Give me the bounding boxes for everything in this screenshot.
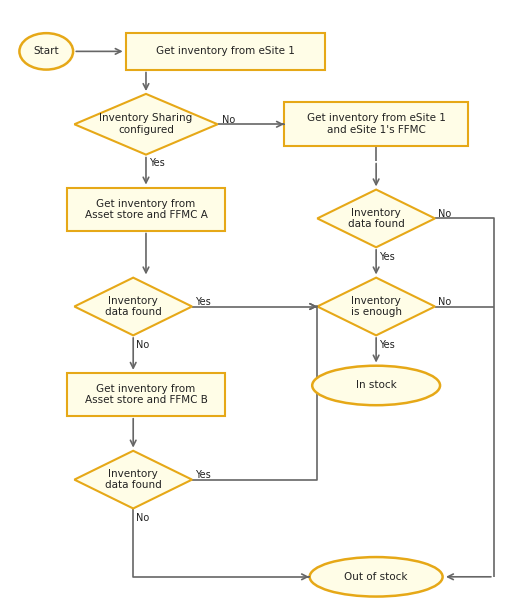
- Polygon shape: [74, 94, 218, 154]
- Polygon shape: [74, 451, 192, 508]
- Text: Get inventory from eSite 1: Get inventory from eSite 1: [156, 47, 295, 56]
- Text: Inventory
is enough: Inventory is enough: [351, 295, 402, 318]
- Polygon shape: [317, 278, 435, 335]
- Polygon shape: [74, 278, 192, 335]
- Text: No: No: [136, 513, 149, 523]
- Ellipse shape: [312, 366, 440, 405]
- Ellipse shape: [310, 557, 443, 596]
- Text: Get inventory from
Asset store and FFMC B: Get inventory from Asset store and FFMC …: [85, 384, 207, 405]
- Text: Out of stock: Out of stock: [344, 572, 408, 582]
- Text: Inventory
data found: Inventory data found: [105, 469, 162, 490]
- Ellipse shape: [20, 33, 73, 70]
- Text: Inventory
data found: Inventory data found: [105, 295, 162, 318]
- FancyBboxPatch shape: [284, 102, 468, 146]
- Text: No: No: [136, 340, 149, 351]
- Text: Yes: Yes: [195, 470, 211, 481]
- Text: Inventory
data found: Inventory data found: [348, 208, 404, 229]
- Text: In stock: In stock: [356, 381, 397, 390]
- Text: Get inventory from eSite 1
and eSite 1's FFMC: Get inventory from eSite 1 and eSite 1's…: [307, 113, 446, 135]
- Text: Inventory Sharing
configured: Inventory Sharing configured: [99, 113, 193, 135]
- Text: No: No: [222, 115, 235, 125]
- Text: No: No: [437, 297, 451, 306]
- Text: Start: Start: [34, 47, 59, 56]
- FancyBboxPatch shape: [126, 33, 325, 70]
- Text: Yes: Yes: [195, 297, 211, 306]
- Polygon shape: [317, 189, 435, 247]
- Text: No: No: [437, 209, 451, 219]
- Text: Yes: Yes: [379, 252, 395, 262]
- FancyBboxPatch shape: [67, 188, 225, 230]
- FancyBboxPatch shape: [67, 373, 225, 416]
- Text: Get inventory from
Asset store and FFMC A: Get inventory from Asset store and FFMC …: [85, 199, 207, 220]
- Text: Yes: Yes: [379, 340, 395, 351]
- Text: Yes: Yes: [149, 158, 165, 168]
